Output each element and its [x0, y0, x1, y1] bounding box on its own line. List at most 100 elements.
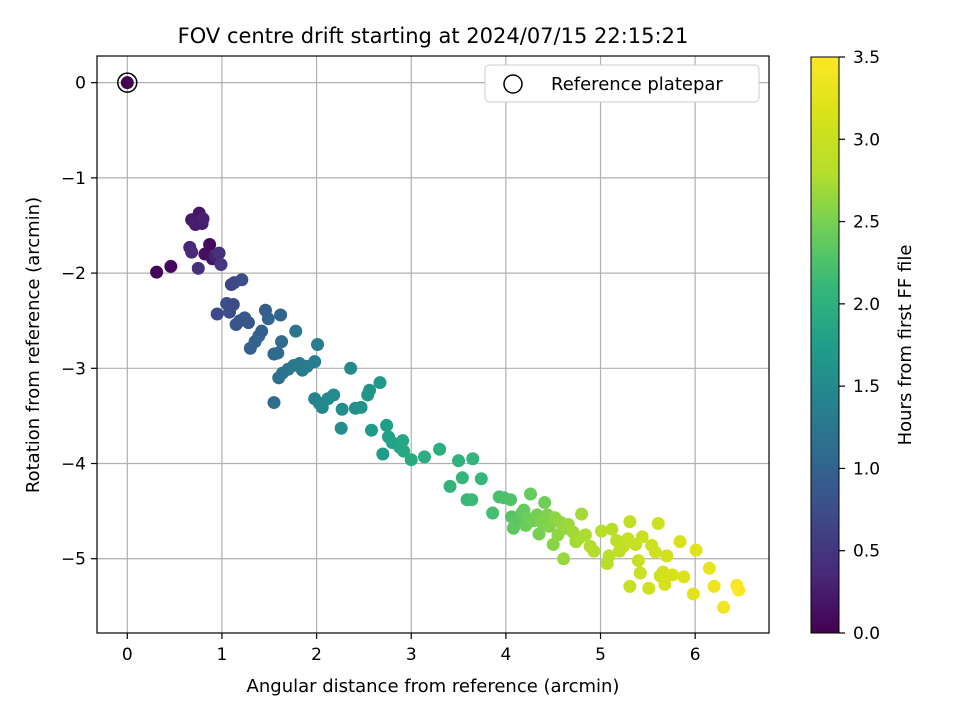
- colorbar-tick-label: 2.5: [853, 213, 880, 233]
- data-point: [605, 522, 619, 536]
- data-point: [380, 418, 394, 432]
- data-point: [196, 212, 210, 226]
- colorbar-tick-label: 2.0: [853, 295, 880, 315]
- data-point: [335, 402, 349, 416]
- y-tick-label: −1: [61, 169, 86, 189]
- data-point: [648, 545, 662, 559]
- data-point: [364, 423, 378, 437]
- plot-frame: [96, 55, 770, 634]
- grid-lines: [97, 56, 769, 633]
- colorbar-tick-label: 3.0: [853, 130, 880, 150]
- data-point: [673, 535, 687, 549]
- data-point: [689, 543, 703, 557]
- data-point: [633, 566, 647, 580]
- data-point: [465, 493, 479, 507]
- data-point: [327, 388, 341, 402]
- data-point: [557, 552, 571, 566]
- y-tick-label: −4: [61, 455, 86, 475]
- x-axis-ticks: 0 1 2 3 4 5 6: [122, 633, 701, 665]
- x-axis-label: Angular distance from reference (arcmin): [247, 676, 620, 697]
- y-tick-label: −3: [61, 359, 86, 379]
- data-point: [226, 298, 240, 312]
- x-tick-label: 1: [217, 645, 228, 665]
- colorbar-tick-label: 0.0: [853, 624, 880, 644]
- data-point: [658, 577, 672, 591]
- x-tick-label: 5: [595, 645, 606, 665]
- data-point: [443, 479, 457, 493]
- data-point: [532, 527, 546, 541]
- y-tick-label: 0: [75, 74, 86, 94]
- data-point: [210, 307, 224, 321]
- y-tick-label: −5: [61, 550, 86, 570]
- colorbar-tick-label: 1.5: [853, 377, 880, 397]
- data-point: [267, 396, 281, 410]
- data-point: [396, 434, 410, 448]
- data-point: [203, 238, 217, 252]
- data-point: [214, 258, 228, 272]
- data-point: [334, 421, 348, 435]
- data-point: [587, 544, 601, 558]
- data-point: [631, 554, 645, 568]
- data-point: [308, 355, 322, 369]
- legend-box: [484, 64, 760, 103]
- data-point: [150, 265, 164, 279]
- data-point: [354, 400, 368, 414]
- data-point: [635, 530, 649, 544]
- data-point: [665, 568, 679, 582]
- data-point: [702, 561, 716, 575]
- data-point: [686, 587, 700, 601]
- data-point: [523, 487, 537, 501]
- colorbar-label: Hours from first FF file: [895, 245, 916, 446]
- x-tick-label: 4: [500, 645, 511, 665]
- data-point: [732, 583, 746, 597]
- colorbar-ticks: 0.0 0.5 1.0 1.5 2.0 2.5 3.0 3.5: [839, 48, 880, 644]
- data-point: [185, 245, 199, 259]
- x-tick-label: 0: [122, 645, 133, 665]
- data-point: [466, 452, 480, 466]
- data-point: [707, 579, 721, 593]
- colorbar-tick-label: 0.5: [853, 542, 880, 562]
- data-points: [150, 206, 746, 614]
- data-point: [376, 447, 390, 461]
- data-point: [433, 442, 447, 456]
- data-point: [474, 472, 488, 486]
- y-tick-label: −2: [61, 264, 86, 284]
- data-point: [602, 549, 616, 563]
- data-point: [274, 308, 288, 322]
- data-point: [623, 515, 637, 529]
- data-point: [164, 259, 178, 273]
- data-point: [261, 312, 275, 326]
- data-point: [275, 335, 289, 349]
- data-point: [363, 383, 377, 397]
- reference-point: [117, 72, 138, 93]
- reference-data-point: [120, 76, 134, 90]
- x-tick-label: 2: [311, 645, 322, 665]
- data-point: [660, 549, 674, 563]
- data-point: [235, 273, 249, 287]
- data-point: [191, 261, 205, 275]
- data-point: [594, 524, 608, 538]
- data-point: [397, 444, 411, 458]
- data-point: [677, 570, 691, 584]
- y-axis-label: Rotation from reference (arcmin): [23, 197, 44, 493]
- legend: Reference platepar: [484, 64, 760, 103]
- data-point: [642, 581, 656, 595]
- x-tick-label: 3: [406, 645, 417, 665]
- data-point: [486, 506, 500, 520]
- legend-label: Reference platepar: [551, 74, 723, 95]
- data-point: [575, 507, 589, 521]
- data-point: [311, 338, 325, 351]
- data-point: [717, 600, 731, 614]
- data-point: [404, 453, 418, 467]
- data-point: [255, 324, 269, 338]
- y-axis-ticks: 0 −1 −2 −3 −4 −5: [61, 74, 97, 570]
- x-tick-label: 6: [690, 645, 701, 665]
- data-point: [504, 493, 518, 507]
- chart-title: FOV centre drift starting at 2024/07/15 …: [178, 24, 689, 48]
- data-point: [538, 496, 552, 510]
- data-point: [289, 324, 303, 338]
- data-point: [344, 361, 358, 375]
- legend-marker: [503, 74, 523, 94]
- data-point: [417, 450, 431, 464]
